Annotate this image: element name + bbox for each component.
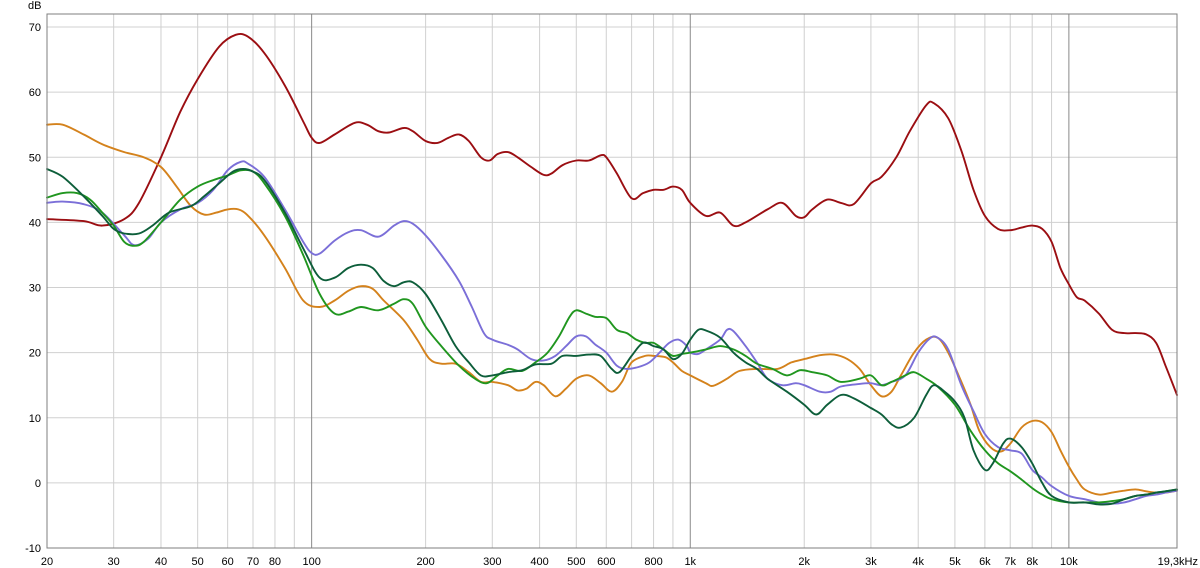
x-tick-label: 1k — [684, 556, 696, 568]
y-tick-label: 60 — [29, 87, 41, 99]
y-tick-label: 70 — [29, 22, 41, 34]
x-tick-label: 400 — [530, 556, 548, 568]
x-tick-label: 7k — [1004, 556, 1016, 568]
x-tick-label: 5k — [949, 556, 961, 568]
x-tick-label: 30 — [108, 556, 120, 568]
x-tick-label: 800 — [644, 556, 662, 568]
y-tick-label: 10 — [29, 413, 41, 425]
x-tick-label: 10k — [1060, 556, 1078, 568]
x-tick-label: 2k — [798, 556, 810, 568]
y-tick-labels: -10 0 10 20 30 40 50 60 70 — [25, 22, 41, 555]
y-tick-label: 30 — [29, 283, 41, 295]
y-tick-label: 40 — [29, 217, 41, 229]
y-tick-label: 20 — [29, 348, 41, 360]
x-tick-label: 70 — [247, 556, 259, 568]
x-tick-label: 200 — [416, 556, 434, 568]
x-tick-label: 100 — [302, 556, 320, 568]
plot-background — [47, 14, 1177, 548]
x-tick-label: 6k — [979, 556, 991, 568]
x-tick-label: 500 — [567, 556, 585, 568]
x-tick-labels: 20 30 40 50 60 70 80 100 200 300 400 500 600 800 1k 2k 3… — [41, 556, 1198, 568]
x-tick-label: 20 — [41, 556, 53, 568]
y-axis-label: dB — [28, 0, 41, 12]
y-tick-label: 50 — [29, 152, 41, 164]
plot-frame — [46, 13, 1178, 549]
x-tick-label: 40 — [155, 556, 167, 568]
series-line-2 — [46, 123, 1178, 496]
x-tick-label: 60 — [222, 556, 234, 568]
x-tick-label: 3k — [865, 556, 877, 568]
x-tick-label: 4k — [912, 556, 924, 568]
y-tick-label: -10 — [25, 543, 41, 555]
series-group — [46, 32, 1178, 506]
series-line-3 — [46, 160, 1178, 505]
x-tick-label: 19,3kHz — [1158, 556, 1198, 568]
x-tick-label: 600 — [597, 556, 615, 568]
grid-lines — [46, 14, 1177, 549]
y-tick-label: 0 — [35, 478, 41, 490]
x-tick-label: 300 — [483, 556, 501, 568]
x-tick-label: 50 — [192, 556, 204, 568]
x-tick-label: 80 — [269, 556, 281, 568]
x-tick-label: 8k — [1026, 556, 1038, 568]
series-line-5 — [46, 168, 1178, 506]
series-line-1 — [46, 32, 1178, 396]
